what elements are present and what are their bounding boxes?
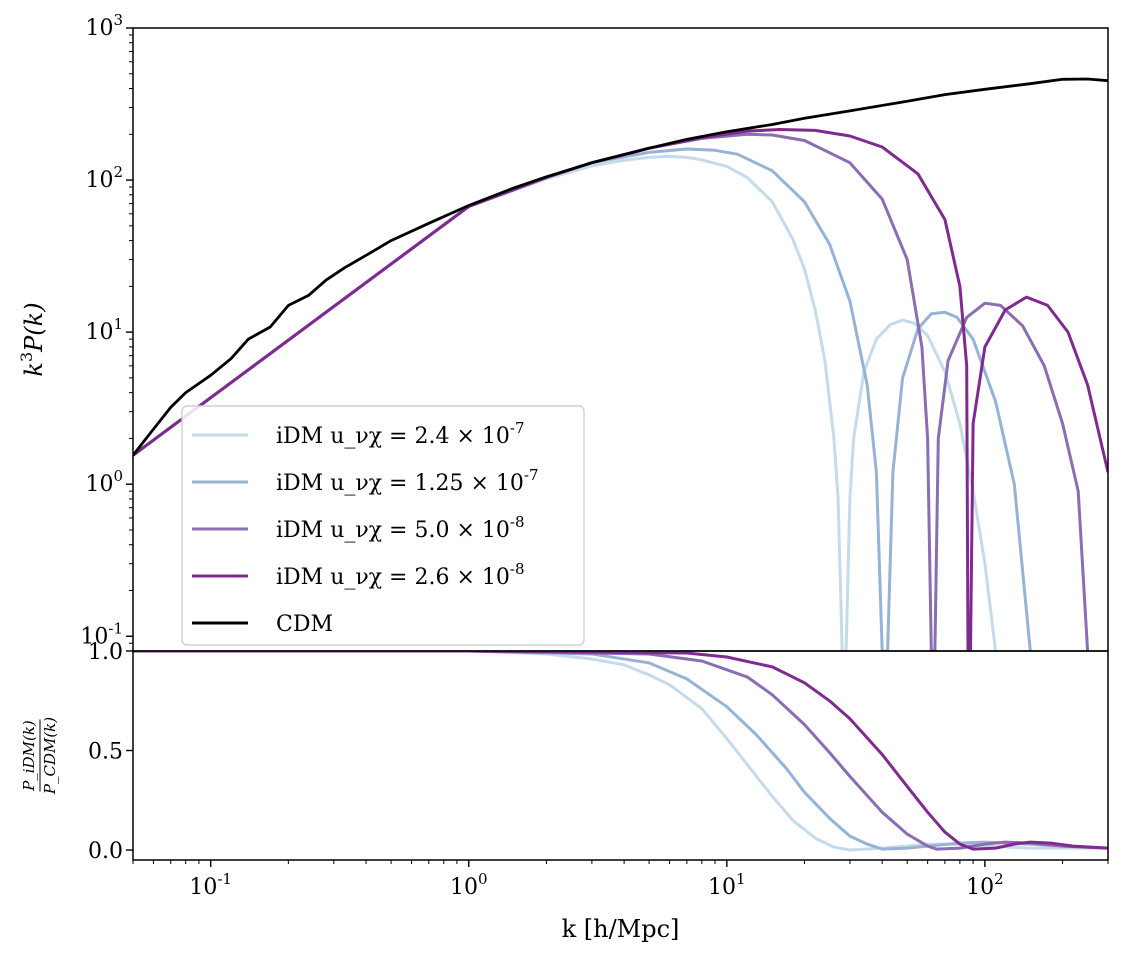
bottom-ytick-label: 0.5 — [88, 740, 123, 765]
legend-label: CDM — [276, 612, 333, 637]
top-ytick-label: 101 — [85, 315, 123, 345]
top-ytick-label: 103 — [85, 11, 123, 41]
bottom-axes-frame — [132, 650, 1109, 861]
legend-label: iDM u_νχ = 2.6 × 10-8 — [276, 560, 525, 590]
ylabel-denominator: P_CDM(k) — [41, 717, 59, 795]
ylabel-numerator: P_iDM(k) — [20, 720, 38, 792]
bottom-ytick-label: 0.0 — [88, 839, 123, 864]
bottom-ytick-label: 1.0 — [88, 640, 123, 665]
ratio-line-idm-4 — [133, 651, 1108, 851]
ratio-line-idm-1 — [133, 651, 1108, 852]
xtick-label: 100 — [450, 870, 488, 900]
series-line-cdm — [133, 77, 1108, 457]
series-line-idm-2 — [133, 147, 1032, 651]
top-panel: 103 102 101 100 10-1 k3P(k) — [17, 11, 1109, 652]
top-ylabel: k3P(k) — [17, 302, 48, 376]
bottom-ylabel: P_iDM(k) P_CDM(k) — [20, 717, 59, 795]
legend: iDM u_νχ = 2.4 × 10-7 iDM u_νχ = 1.25 × 1… — [181, 405, 585, 646]
top-ytick-label: 10-1 — [80, 619, 123, 649]
legend-label: iDM u_νχ = 5.0 × 10-8 — [276, 513, 525, 543]
ratio-line-idm-3 — [133, 651, 1108, 851]
top-ytick-label: 102 — [85, 163, 123, 193]
top-ytick-label: 100 — [85, 467, 123, 497]
legend-label: iDM u_νχ = 1.25 × 10-7 — [276, 466, 539, 496]
xtick-label: 10-1 — [189, 870, 232, 900]
legend-box — [181, 405, 585, 646]
xtick-label: 101 — [708, 870, 746, 900]
series-line-idm-1 — [133, 154, 998, 651]
xtick-label: 102 — [966, 870, 1004, 900]
ratio-panel: 0.0 0.5 1.0 10-1 100 101 102 P_iDM(k) P_CDM(k)k … — [20, 640, 1109, 943]
ratio-line-idm-2 — [133, 651, 1108, 851]
xlabel: k [h/Mpc] — [562, 915, 680, 943]
legend-label: iDM u_νχ = 2.4 × 10-7 — [276, 419, 525, 449]
